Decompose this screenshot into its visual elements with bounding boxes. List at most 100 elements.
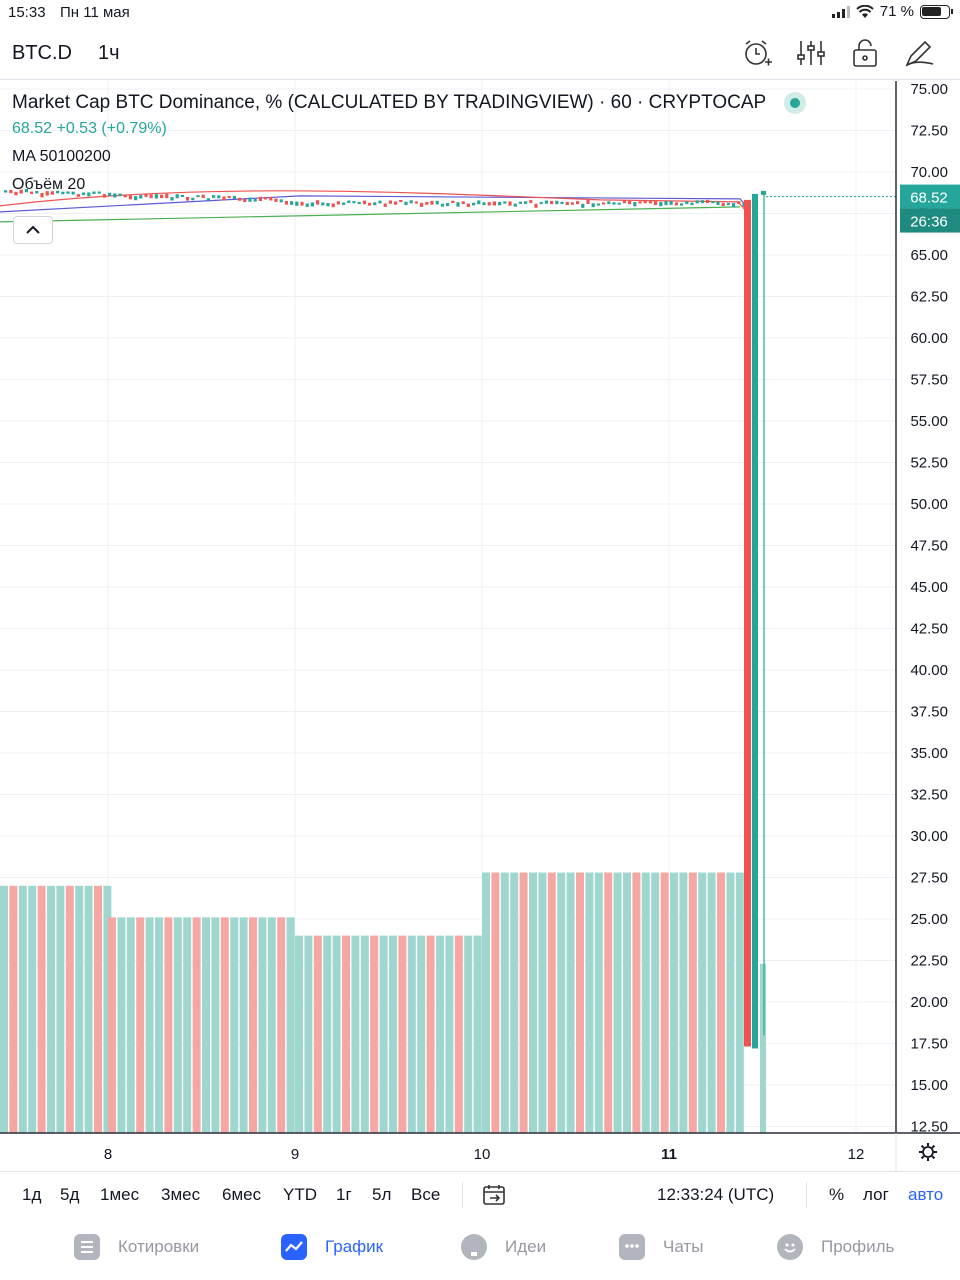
volume-bar <box>717 872 725 1133</box>
candle <box>503 201 507 204</box>
candle <box>310 202 314 207</box>
volume-bar <box>473 935 482 1133</box>
candle <box>669 200 673 205</box>
period-1y[interactable]: 1г <box>336 1185 352 1204</box>
candle <box>591 203 595 208</box>
auto-scale-toggle[interactable]: авто <box>908 1185 944 1204</box>
candle <box>139 195 143 199</box>
candle <box>726 202 730 206</box>
period-3m[interactable]: 3мес <box>161 1185 201 1204</box>
candle <box>383 203 387 207</box>
market-status-icon <box>784 92 807 114</box>
volume-bar <box>407 935 416 1133</box>
utc-clock[interactable]: 12:33:24 (UTC) <box>657 1185 775 1204</box>
price-tick-label: 12.50 <box>910 1119 948 1136</box>
volume-bar <box>202 917 210 1133</box>
price-tick-label: 60.00 <box>910 330 948 347</box>
legend-title[interactable]: Market Cap BTC Dominance, % (CALCULATED … <box>12 92 807 114</box>
tab-ideas[interactable]: Идеи <box>461 1234 546 1260</box>
tab-profile[interactable]: Профиль <box>777 1234 894 1260</box>
volume-bar <box>500 872 509 1133</box>
settings-gear-icon[interactable] <box>919 1143 937 1161</box>
candle <box>24 189 28 193</box>
candle <box>425 202 429 205</box>
candle <box>253 198 257 202</box>
drawing-icon[interactable] <box>903 38 935 68</box>
volume-bar <box>445 935 454 1133</box>
candle <box>482 202 486 206</box>
candle <box>222 196 226 201</box>
price-tick-label: 75.00 <box>910 81 948 98</box>
collapse-legend-button[interactable] <box>13 216 53 244</box>
volume-bar <box>436 935 444 1133</box>
volume-bar <box>103 885 112 1133</box>
percent-scale-toggle[interactable]: % <box>829 1185 845 1204</box>
volume-bar <box>398 935 407 1133</box>
volume-bar <box>351 935 360 1133</box>
status-time: 15:33 <box>8 4 46 21</box>
price-tick-label: 55.00 <box>910 413 948 430</box>
volume-bar <box>482 872 490 1133</box>
period-6m[interactable]: 6мес <box>222 1185 262 1204</box>
candle <box>9 189 13 194</box>
volume-bar <box>698 872 707 1133</box>
price-tick-label: 27.50 <box>910 870 948 887</box>
candle <box>544 200 548 204</box>
candle <box>664 201 668 206</box>
gear-icon-ring <box>922 1146 934 1158</box>
volume-bar <box>464 935 473 1133</box>
interval-button[interactable]: 1ч <box>98 42 120 64</box>
volume-bar <box>258 917 267 1133</box>
price-chart[interactable]: 75.0072.5070.0067.5065.0062.5060.0057.50… <box>0 81 960 1171</box>
candle <box>342 202 346 205</box>
indicators-icon[interactable] <box>795 38 827 68</box>
volume-bar <box>75 885 84 1133</box>
candle <box>14 191 18 196</box>
candle <box>576 201 580 205</box>
volume-bar <box>529 872 537 1133</box>
volume-bar <box>313 935 322 1133</box>
candle <box>316 200 320 205</box>
candle <box>716 201 720 206</box>
period-all[interactable]: Все <box>411 1185 441 1204</box>
period-1m[interactable]: 1мес <box>100 1185 140 1204</box>
divider <box>462 1182 463 1208</box>
volume-bar <box>18 885 27 1133</box>
countdown-box <box>900 208 960 233</box>
volume-bar <box>47 885 55 1133</box>
legend-ma[interactable]: MA 50100200 <box>12 148 111 166</box>
time-tick-label: 8 <box>104 1146 112 1163</box>
tab-chart[interactable]: График <box>281 1234 383 1260</box>
symbol-button[interactable]: BTC.D <box>12 42 72 64</box>
period-5d[interactable]: 5д <box>60 1185 80 1204</box>
period-1d[interactable]: 1д <box>22 1185 42 1204</box>
volume-bar <box>594 872 603 1133</box>
go-to-date-icon[interactable] <box>482 1183 506 1207</box>
candle <box>700 200 704 204</box>
volume-bar <box>660 872 669 1133</box>
period-ytd[interactable]: YTD <box>283 1185 317 1204</box>
chart-area[interactable]: 75.0072.5070.0067.5065.0062.5060.0057.50… <box>0 81 960 1171</box>
lock-icon[interactable] <box>849 38 881 68</box>
candle <box>40 192 44 198</box>
period-5y[interactable]: 5л <box>372 1185 392 1204</box>
volume-bar <box>760 963 766 1133</box>
current-price-box <box>900 184 960 209</box>
log-scale-toggle[interactable]: лог <box>863 1185 889 1204</box>
volume-bar <box>304 935 313 1133</box>
candle <box>586 199 590 204</box>
legend-volume[interactable]: Объём 20 <box>12 176 86 194</box>
candle <box>123 194 127 198</box>
tab-chats[interactable]: Чаты <box>619 1234 703 1260</box>
volume-bar <box>510 872 519 1133</box>
candle <box>430 200 434 205</box>
candle <box>154 194 158 199</box>
volume-bar <box>286 917 295 1133</box>
chart-icon <box>281 1234 307 1260</box>
bottom-tab-bar: Котировки График Идеи Чаты Профиль <box>0 1218 960 1280</box>
tab-quotes[interactable]: Котировки <box>74 1234 199 1260</box>
price-tick-label: 47.50 <box>910 538 948 555</box>
candle <box>19 189 23 194</box>
candle <box>477 200 481 205</box>
alarm-add-icon[interactable] <box>741 38 773 68</box>
